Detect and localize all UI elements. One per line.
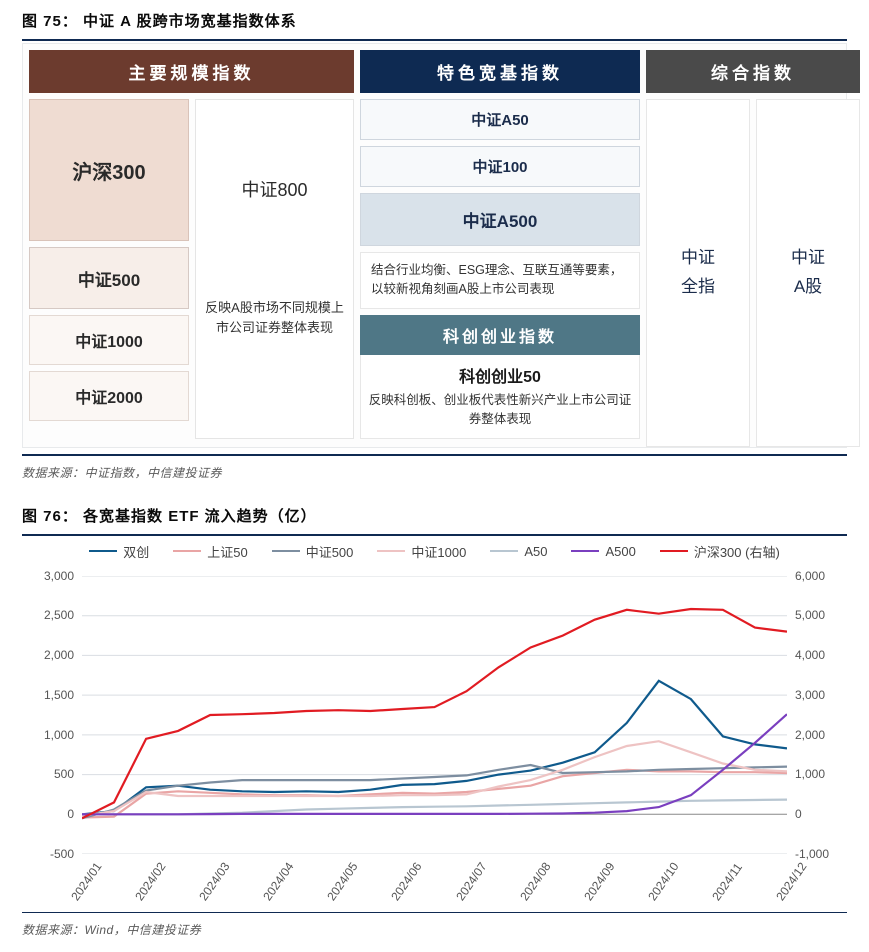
legend-item: A500 [571, 542, 635, 561]
special-column: 中证A50 中证100 中证A500 结合行业均衡、ESG理念、互联互通等要素，以较… [360, 99, 640, 439]
rule [22, 912, 847, 914]
legend-item: 沪深300 (右轴) [660, 542, 780, 561]
rule [22, 454, 847, 456]
composite-b: 中证A股 [756, 99, 860, 447]
legend-item: 上证50 [173, 542, 247, 561]
legend-item: 中证1000 [377, 542, 466, 561]
hdr-special: 特色宽基指数 [360, 50, 640, 93]
figure-76-source: 数据来源：Wind，中信建投证券 [22, 917, 847, 952]
hdr-composite: 综合指数 [646, 50, 860, 93]
kc-title: 科创创业50 [367, 363, 633, 387]
scale-left-stack: 沪深300中证500 中证1000 中证2000 [29, 99, 189, 439]
composite-a: 中证全指 [646, 99, 750, 447]
legend-item: 双创 [89, 542, 149, 561]
scale-note: 反映A股市场不同规模上市公司证券整体表现 [196, 298, 353, 338]
legend-item: 中证500 [272, 542, 354, 561]
special-desc: 结合行业均衡、ESG理念、互联互通等要素，以较新视角刻画A股上市公司表现 [360, 252, 640, 309]
scale-box: 中证2000 [29, 371, 189, 421]
y-axis-left: -50005001,0001,5002,0002,5003,000 [22, 576, 80, 854]
figure-75: 图 75： 中证 A 股跨市场宽基指数体系 主要规模指数 特色宽基指数 综合指数… [0, 0, 869, 495]
index-system-grid: 主要规模指数 特色宽基指数 综合指数 沪深300中证500中证1000中证200… [22, 43, 847, 448]
legend-item: A50 [490, 542, 547, 561]
kc-desc: 反映科创板、创业板代表性新兴产业上市公司证券整体表现 [367, 391, 633, 429]
kc-header: 科创创业指数 [360, 315, 640, 355]
hdr-scale: 主要规模指数 [29, 50, 354, 93]
plot-area [82, 576, 787, 854]
plot-svg [82, 576, 787, 854]
scale-column: 沪深300中证500 中证1000 中证2000 中证800 反映A股市场不同规模上… [29, 99, 354, 439]
special-box: 中证100 [360, 146, 640, 187]
special-box: 中证A50 [360, 99, 640, 140]
scale-box: 中证500 [29, 247, 189, 309]
figure-76: 图 76： 各宽基指数 ETF 流入趋势（亿） 双创 上证50 中证500 中证100… [0, 495, 869, 952]
rule [22, 39, 847, 41]
special-box: 中证A500 [360, 193, 640, 246]
scale-box: 中证1000 [29, 315, 189, 365]
scale-right-box: 中证800 反映A股市场不同规模上市公司证券整体表现 [195, 99, 354, 439]
figure-75-source: 数据来源：中证指数，中信建投证券 [22, 460, 847, 495]
kc-block: 科创创业指数 科创创业50 反映科创板、创业板代表性新兴产业上市公司证券整体表现 [360, 315, 640, 440]
x-axis: 2024/012024/022024/032024/042024/052024/… [82, 856, 787, 906]
scale-box: 沪深300 [29, 99, 189, 241]
zz800-label: 中证800 [241, 176, 307, 202]
figure-75-title: 图 75： 中证 A 股跨市场宽基指数体系 [22, 10, 847, 31]
figure-76-title: 图 76： 各宽基指数 ETF 流入趋势（亿） [22, 505, 847, 526]
chart-legend: 双创 上证50 中证500 中证1000 A50 A500 沪深300 (右轴) [22, 536, 847, 561]
y-axis-right: -1,00001,0002,0003,0004,0005,0006,000 [789, 576, 847, 854]
etf-flow-chart: 双创 上证50 中证500 中证1000 A50 A500 沪深300 (右轴) -5000… [22, 534, 847, 906]
kc-body: 科创创业50 反映科创板、创业板代表性新兴产业上市公司证券整体表现 [360, 355, 640, 440]
